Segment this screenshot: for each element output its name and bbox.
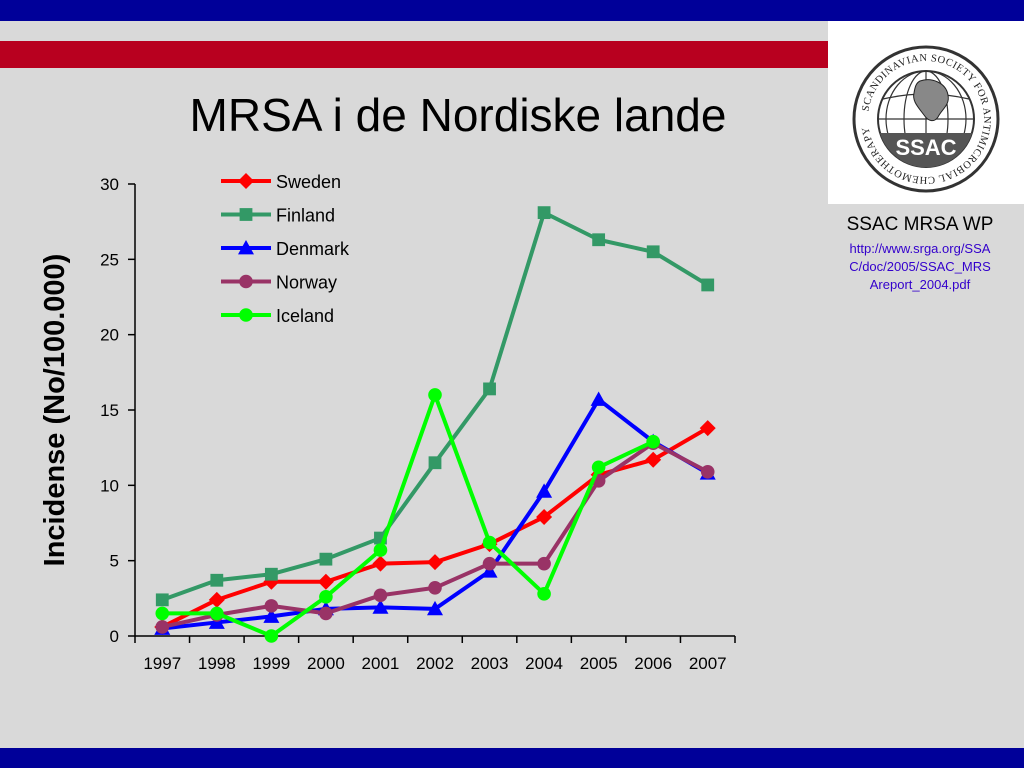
data-point [264,567,278,581]
data-point [428,456,442,470]
legend-item: Finland [221,206,335,226]
data-point [210,573,224,587]
y-tick-label: 30 [100,175,119,194]
data-point [319,552,333,566]
legend-item: Iceland [221,306,334,326]
data-point [155,606,170,621]
data-point [208,591,225,608]
data-point [592,233,606,247]
data-point [372,599,389,614]
logo-text: SSAC [895,135,956,160]
x-tick-label: 2003 [471,654,509,673]
x-tick-label: 1997 [143,654,181,673]
source-link-line[interactable]: http://www.srga.org/SSA [849,241,991,256]
x-tick-label: 1999 [252,654,290,673]
data-point [537,587,551,601]
data-point [645,451,662,468]
series-finland [155,206,715,607]
y-tick-label: 25 [100,250,119,269]
data-point [264,599,279,613]
data-point [319,590,333,604]
data-point [701,278,715,292]
legend-marker [239,308,253,322]
x-tick-label: 2005 [580,654,618,673]
y-tick-label: 0 [110,627,119,646]
x-tick-label: 1998 [198,654,236,673]
x-tick-label: 2004 [525,654,563,673]
data-point [646,245,660,259]
data-point [319,606,333,621]
data-point [590,391,607,406]
data-point [646,434,660,449]
source-link[interactable]: http://www.srga.org/SSA C/doc/2005/SSAC_… [816,240,1024,294]
source-link-line[interactable]: Areport_2004.pdf [869,277,971,292]
data-point [482,535,497,550]
legend-item: Sweden [221,172,341,192]
ssac-logo: SSAC SCANDINAVIAN SOCIETY FOR ANTIMICROB… [828,21,1024,204]
x-tick-label: 2006 [634,654,672,673]
data-point [428,388,442,402]
y-tick-label: 15 [100,401,119,420]
legend-item: Norway [221,273,337,293]
legend-marker [238,240,254,255]
x-tick-label: 2002 [416,654,454,673]
legend-label: Finland [276,206,335,226]
data-point [317,573,334,590]
data-point [537,556,551,571]
source-link-line[interactable]: C/doc/2005/SSAC_MRS [849,259,991,274]
slide-title: MRSA i de Nordiske lande [189,89,727,141]
y-tick-label: 10 [100,476,119,495]
legend-label: Sweden [276,172,341,192]
legend-marker [238,173,254,189]
y-axis-label: Incidense (No/100.000) [39,254,71,567]
series-line [162,392,655,638]
x-tick-label: 2001 [362,654,400,673]
data-point [210,606,224,621]
data-point [428,580,442,595]
legend-label: Denmark [276,239,350,259]
top-band [0,0,1024,21]
series-line [161,210,709,602]
data-point [699,420,716,437]
data-point [427,554,443,571]
bottom-band [0,748,1024,768]
data-point [536,483,553,498]
legend-label: Iceland [276,306,334,326]
data-point [536,508,553,525]
series-iceland [155,388,660,643]
data-point [155,620,170,634]
data-point [427,600,443,616]
title-stripe [0,41,828,68]
ssac-logo-icon: SSAC SCANDINAVIAN SOCIETY FOR ANTIMICROB… [852,45,1000,193]
data-point [155,593,169,607]
data-point [591,460,606,475]
data-point [263,608,280,623]
data-point [372,555,389,572]
data-point [700,464,715,479]
legend-marker [239,208,253,221]
y-tick-label: 20 [100,326,119,345]
x-tick-label: 2007 [689,654,727,673]
legend-item: Denmark [221,239,350,259]
source-title: SSAC MRSA WP [846,214,994,235]
y-tick-label: 5 [110,552,119,571]
data-point [373,543,388,557]
data-point [482,556,497,571]
series-line [161,441,709,629]
data-point [373,588,388,603]
x-tick-label: 2000 [307,654,345,673]
legend-label: Norway [276,273,337,293]
series-denmark [154,391,716,635]
data-point [537,206,551,220]
data-point [264,629,279,643]
legend-marker [239,274,253,289]
data-point [483,382,496,396]
